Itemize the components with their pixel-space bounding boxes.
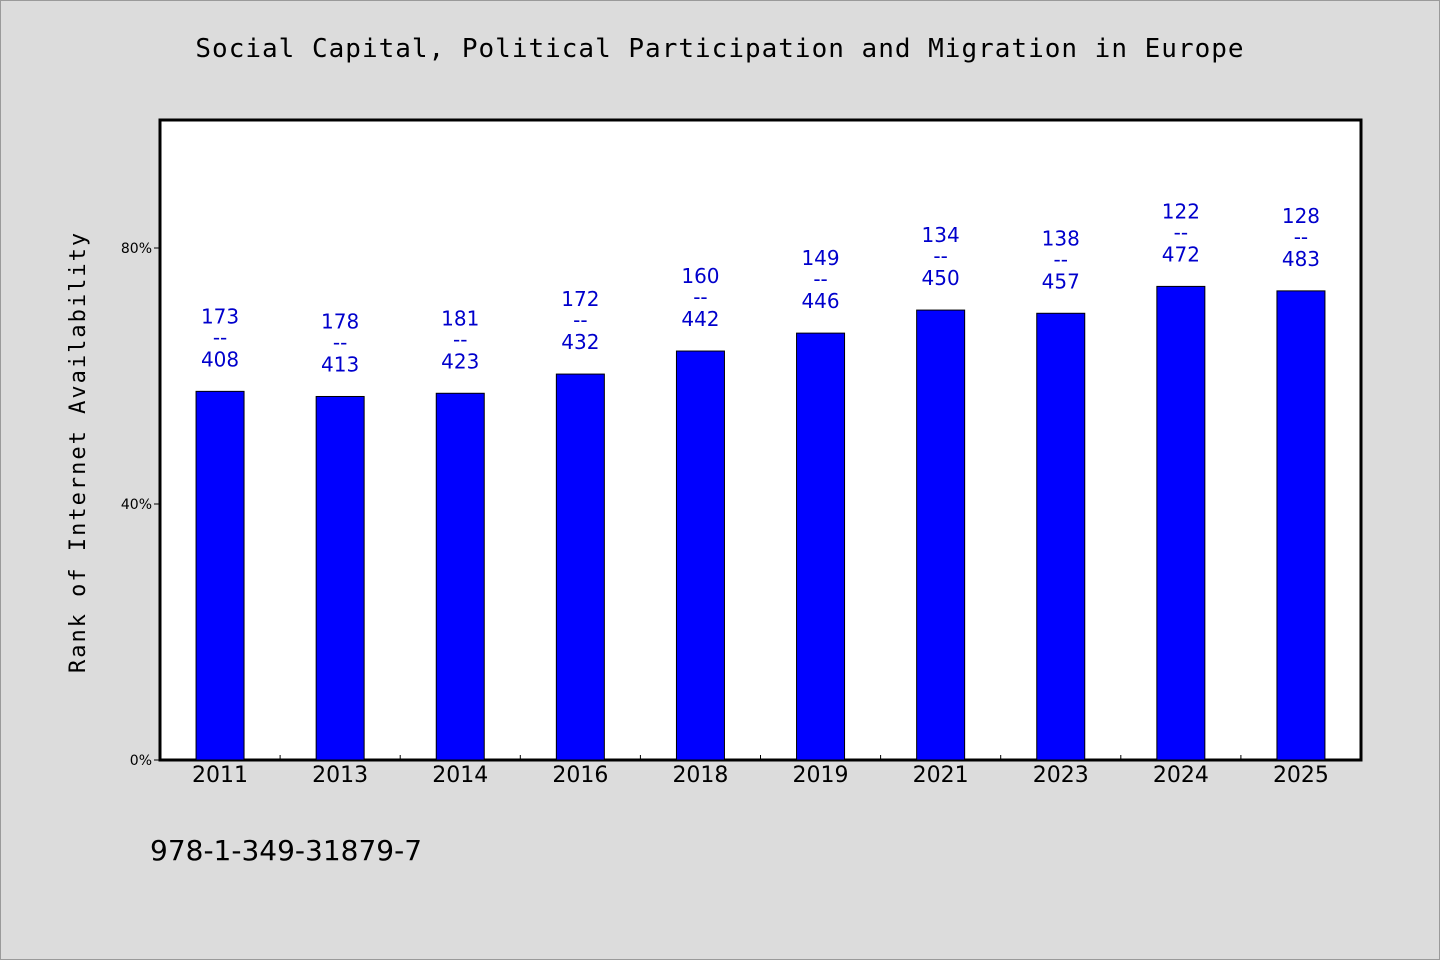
x-tick-label: 2023 [1033, 763, 1089, 788]
data-label-rank: 181 [441, 306, 479, 330]
bar-2011 [195, 390, 245, 761]
data-label-rank: 134 [922, 223, 960, 247]
data-label-separator: -- [813, 267, 827, 291]
data-label-rank: 173 [201, 304, 239, 328]
data-label-total: 442 [681, 307, 719, 331]
x-tick-label: 2019 [793, 763, 849, 788]
x-tick-label: 2013 [312, 763, 368, 788]
data-label-total: 457 [1042, 269, 1080, 293]
x-tick-label: 2025 [1273, 763, 1329, 788]
data-labels-layer: 173--408178--413181--423172--432160--442… [201, 199, 1320, 376]
bar-2021 [916, 309, 966, 761]
axis-layer: 2011 2013 2014 2016 2018 2019 2021 2023 2024 2025… [121, 241, 1329, 788]
data-label-rank: 138 [1042, 226, 1080, 250]
bar-2025 [1276, 290, 1326, 761]
x-tick-label: 2021 [913, 763, 969, 788]
x-tick-label: 2018 [672, 763, 728, 788]
data-label-separator: -- [453, 327, 467, 351]
data-label-rank: 122 [1162, 199, 1200, 223]
data-label-total: 446 [801, 289, 839, 313]
y-tick-label: 80% [121, 241, 152, 257]
data-label-rank: 128 [1282, 204, 1320, 228]
x-tick-label: 2011 [192, 763, 248, 788]
y-tick-label: 40% [121, 497, 152, 513]
bar-2013 [315, 395, 365, 761]
data-label-separator: -- [1294, 225, 1308, 249]
x-tick-label: 2024 [1153, 763, 1209, 788]
data-label-total: 423 [441, 349, 479, 373]
bar-2018 [675, 350, 725, 761]
y-axis-label: Rank of Internet Availability [66, 231, 91, 673]
x-tick-label: 2014 [432, 763, 488, 788]
data-label-rank: 160 [681, 264, 719, 288]
bar-2019 [796, 332, 846, 761]
data-label-total: 408 [201, 347, 239, 371]
data-label-total: 413 [321, 352, 359, 376]
bar-2023 [1036, 312, 1086, 761]
data-label-rank: 172 [561, 287, 599, 311]
data-label-rank: 178 [321, 309, 359, 333]
data-label-rank: 149 [801, 246, 839, 270]
data-label-separator: -- [213, 325, 227, 349]
bar-2016 [555, 373, 605, 761]
bar-2014 [435, 392, 485, 761]
data-label-separator: -- [573, 308, 587, 332]
data-label-total: 483 [1282, 247, 1320, 271]
y-tick-label: 0% [130, 753, 152, 769]
bar-2024 [1156, 285, 1206, 761]
data-label-separator: -- [933, 244, 947, 268]
bars-layer [195, 285, 1326, 761]
data-label-separator: -- [1054, 247, 1068, 271]
data-label-total: 450 [922, 266, 960, 290]
data-label-total: 472 [1162, 242, 1200, 266]
data-label-separator: -- [333, 330, 347, 354]
chart-title: Social Capital, Political Participation … [195, 34, 1245, 64]
data-label-separator: -- [693, 285, 707, 309]
isbn-code: 978-1-349-31879-7 [150, 834, 423, 867]
data-label-separator: -- [1174, 220, 1188, 244]
x-tick-label: 2016 [552, 763, 608, 788]
data-label-total: 432 [561, 330, 599, 354]
